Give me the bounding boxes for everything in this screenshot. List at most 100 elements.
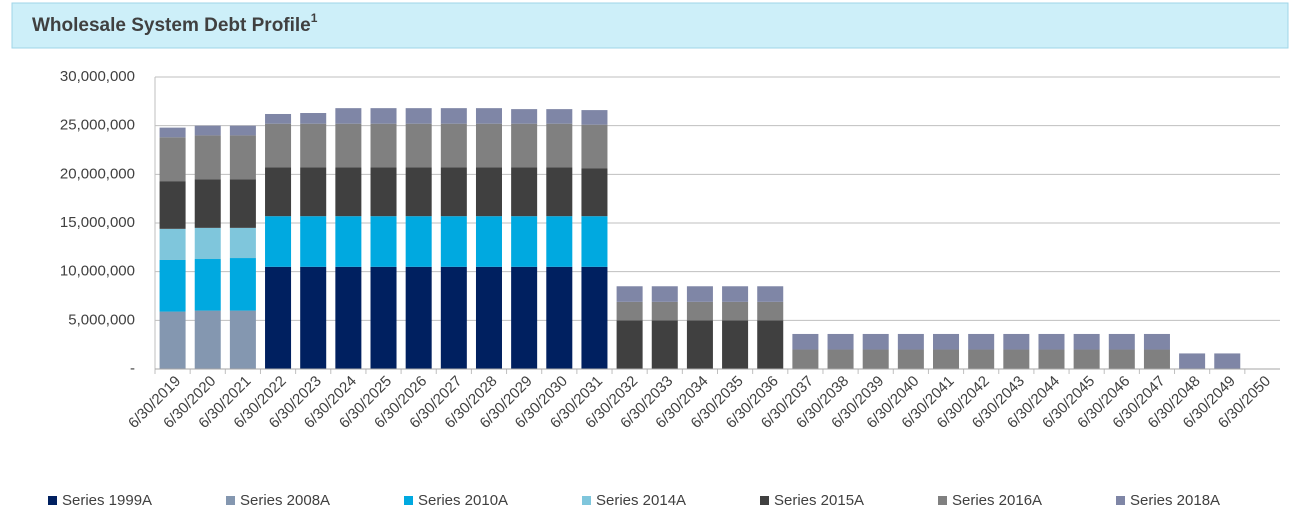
bar-segment	[511, 123, 538, 168]
bar-segment	[546, 266, 573, 369]
bar-segment	[370, 167, 397, 217]
bar-segment	[968, 349, 995, 369]
bar-segment	[1038, 349, 1065, 369]
legend-swatch	[1116, 496, 1125, 505]
bar-segment	[265, 167, 292, 217]
bar-segment	[335, 108, 362, 124]
bar-segment	[159, 181, 186, 229]
bar-segment	[405, 216, 432, 267]
bar-segment	[370, 123, 397, 168]
y-tick-label: 20,000,000	[60, 165, 135, 182]
bar-segment	[229, 258, 256, 311]
bar-segment	[475, 108, 502, 124]
bar-segment	[300, 167, 327, 217]
bar-segment	[511, 216, 538, 267]
bar-segment	[757, 301, 784, 321]
legend-label: Series 2018A	[1130, 492, 1220, 509]
bar-segment	[616, 301, 643, 321]
legend-swatch	[760, 496, 769, 505]
bar-segment	[897, 349, 924, 369]
bar-segment	[194, 135, 221, 180]
bar-segment	[159, 311, 186, 369]
bar-segment	[1108, 349, 1135, 369]
legend-label: Series 2008A	[240, 492, 330, 509]
bar-segment	[370, 266, 397, 369]
bar-segment	[1073, 349, 1100, 369]
bar-segment	[229, 227, 256, 259]
bar-segment	[370, 108, 397, 124]
bar-segment	[440, 123, 467, 168]
bar-segment	[159, 259, 186, 312]
bar-segment	[1214, 353, 1241, 369]
bar-segment	[1073, 333, 1100, 350]
bar-segment	[511, 266, 538, 369]
bar-segment	[229, 135, 256, 180]
legend-label: Series 2016A	[952, 492, 1042, 509]
y-tick-label: 30,000,000	[60, 68, 135, 85]
bar-segment	[229, 179, 256, 228]
bar-segment	[1143, 333, 1170, 350]
legend-label: Series 2015A	[774, 492, 864, 509]
bar-segment	[159, 137, 186, 182]
bar-segment	[1143, 349, 1170, 369]
bar-segment	[897, 333, 924, 350]
bar-segment	[405, 167, 432, 217]
bar-segment	[229, 310, 256, 369]
bar-segment	[1003, 349, 1030, 369]
bar-segment	[440, 216, 467, 267]
bar-segment	[722, 286, 749, 302]
legend-swatch	[48, 496, 57, 505]
bar-segment	[686, 286, 713, 302]
bar-segment	[686, 320, 713, 369]
bar-segment	[1003, 333, 1030, 350]
y-tick-label: 10,000,000	[60, 263, 135, 280]
chart-title: Wholesale System Debt Profile1	[32, 11, 318, 36]
bar-segment	[1038, 333, 1065, 350]
bar-segment	[651, 301, 678, 321]
bar-segment	[300, 113, 327, 124]
bar-segment	[968, 333, 995, 350]
title-bar	[11, 2, 1289, 49]
bar-segment	[933, 349, 960, 369]
bar-segment	[265, 266, 292, 369]
bar-segment	[405, 123, 432, 168]
legend-swatch	[938, 496, 947, 505]
bar-segment	[405, 108, 432, 124]
bar-segment	[581, 266, 608, 369]
bar-segment	[546, 167, 573, 217]
bar-segment	[546, 109, 573, 124]
bar-segment	[511, 167, 538, 217]
bar-segment	[1179, 353, 1206, 369]
bar-segment	[440, 108, 467, 124]
bar-segment	[194, 179, 221, 228]
bar-segment	[757, 286, 784, 302]
bar-segment	[335, 123, 362, 168]
legend-label: Series 2010A	[418, 492, 508, 509]
bar-segment	[300, 266, 327, 369]
bar-segment	[581, 168, 608, 217]
bar-segment	[862, 333, 889, 350]
bar-segment	[159, 127, 186, 138]
bar-segment	[581, 124, 608, 169]
bar-segment	[722, 320, 749, 369]
bar-segment	[335, 167, 362, 217]
bar-segment	[440, 167, 467, 217]
bar-segment	[265, 216, 292, 267]
y-tick-label: -	[130, 360, 135, 377]
y-tick-label: 25,000,000	[60, 117, 135, 134]
bar-segment	[300, 123, 327, 168]
bar-segment	[933, 333, 960, 350]
legend-swatch	[226, 496, 235, 505]
bar-segment	[194, 227, 221, 260]
bar-segment	[265, 123, 292, 168]
bar-segment	[194, 259, 221, 311]
legend-label: Series 2014A	[596, 492, 686, 509]
bar-segment	[265, 113, 292, 124]
bar-segment	[862, 349, 889, 369]
bar-segment	[651, 286, 678, 302]
bar-segment	[792, 349, 819, 369]
bar-segment	[546, 123, 573, 168]
bar-segment	[440, 266, 467, 369]
bar-segment	[229, 125, 256, 136]
